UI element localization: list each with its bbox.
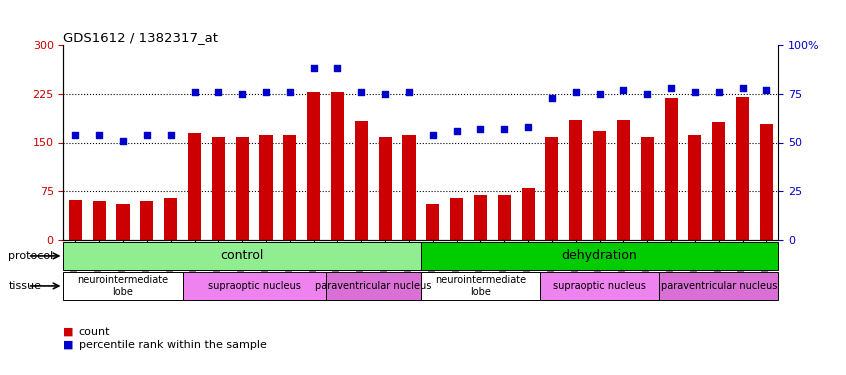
Point xyxy=(497,126,511,132)
Bar xyxy=(640,137,654,240)
Text: supraoptic nucleus: supraoptic nucleus xyxy=(207,281,300,291)
Bar xyxy=(421,272,540,300)
Point xyxy=(283,89,297,95)
Text: supraoptic nucleus: supraoptic nucleus xyxy=(553,281,646,291)
Point xyxy=(426,132,440,138)
Point xyxy=(92,132,106,138)
Text: paraventricular nucleus: paraventricular nucleus xyxy=(661,281,777,291)
Bar xyxy=(164,198,177,240)
Text: percentile rank within the sample: percentile rank within the sample xyxy=(79,340,266,350)
Point xyxy=(474,126,487,132)
Point xyxy=(140,132,154,138)
Text: protocol: protocol xyxy=(8,251,53,261)
Point xyxy=(521,124,535,130)
Bar xyxy=(546,137,558,240)
Text: paraventricular nucleus: paraventricular nucleus xyxy=(315,281,431,291)
Bar xyxy=(689,135,701,240)
Point xyxy=(69,132,82,138)
Point xyxy=(188,89,201,95)
Bar xyxy=(236,137,249,240)
Point xyxy=(164,132,178,138)
Point xyxy=(378,91,392,97)
Point xyxy=(760,87,773,93)
Bar xyxy=(593,131,606,240)
Bar xyxy=(212,137,225,240)
Point xyxy=(593,91,607,97)
Bar xyxy=(421,242,778,270)
Bar xyxy=(326,272,421,300)
Text: neurointermediate
lobe: neurointermediate lobe xyxy=(78,275,168,297)
Bar xyxy=(540,272,659,300)
Point xyxy=(545,94,558,100)
Bar xyxy=(117,204,129,240)
Bar xyxy=(522,188,535,240)
Bar xyxy=(569,120,582,240)
Bar xyxy=(307,92,320,240)
Point xyxy=(116,138,129,144)
Bar xyxy=(354,121,368,240)
Bar xyxy=(63,242,420,270)
Bar xyxy=(736,97,749,240)
Bar xyxy=(497,195,511,240)
Point xyxy=(259,89,272,95)
Bar xyxy=(183,272,326,300)
Bar xyxy=(260,135,272,240)
Text: ■: ■ xyxy=(63,327,78,337)
Text: tissue: tissue xyxy=(8,281,41,291)
Text: GDS1612 / 1382317_at: GDS1612 / 1382317_at xyxy=(63,31,218,44)
Bar xyxy=(93,201,106,240)
Point xyxy=(450,128,464,134)
Point xyxy=(712,89,726,95)
Bar xyxy=(188,133,201,240)
Text: ■: ■ xyxy=(63,340,78,350)
Bar xyxy=(69,200,82,240)
Bar xyxy=(659,272,778,300)
Bar xyxy=(450,198,463,240)
Bar xyxy=(283,135,296,240)
Point xyxy=(307,65,321,71)
Point xyxy=(331,65,344,71)
Text: dehydration: dehydration xyxy=(562,249,638,262)
Point xyxy=(235,91,249,97)
Point xyxy=(664,85,678,91)
Point xyxy=(617,87,630,93)
Text: neurointermediate
lobe: neurointermediate lobe xyxy=(435,275,526,297)
Bar xyxy=(331,92,344,240)
Point xyxy=(212,89,225,95)
Text: count: count xyxy=(79,327,110,337)
Bar xyxy=(379,137,392,240)
Bar xyxy=(403,135,415,240)
Point xyxy=(736,85,750,91)
Text: control: control xyxy=(221,249,264,262)
Bar xyxy=(617,120,630,240)
Point xyxy=(688,89,701,95)
Bar xyxy=(474,195,487,240)
Bar xyxy=(140,201,153,240)
Bar xyxy=(665,98,678,240)
Point xyxy=(402,89,415,95)
Point xyxy=(640,91,654,97)
Point xyxy=(354,89,368,95)
Bar xyxy=(63,272,183,300)
Point xyxy=(569,89,583,95)
Bar xyxy=(760,124,773,240)
Bar xyxy=(712,122,725,240)
Bar xyxy=(426,204,439,240)
